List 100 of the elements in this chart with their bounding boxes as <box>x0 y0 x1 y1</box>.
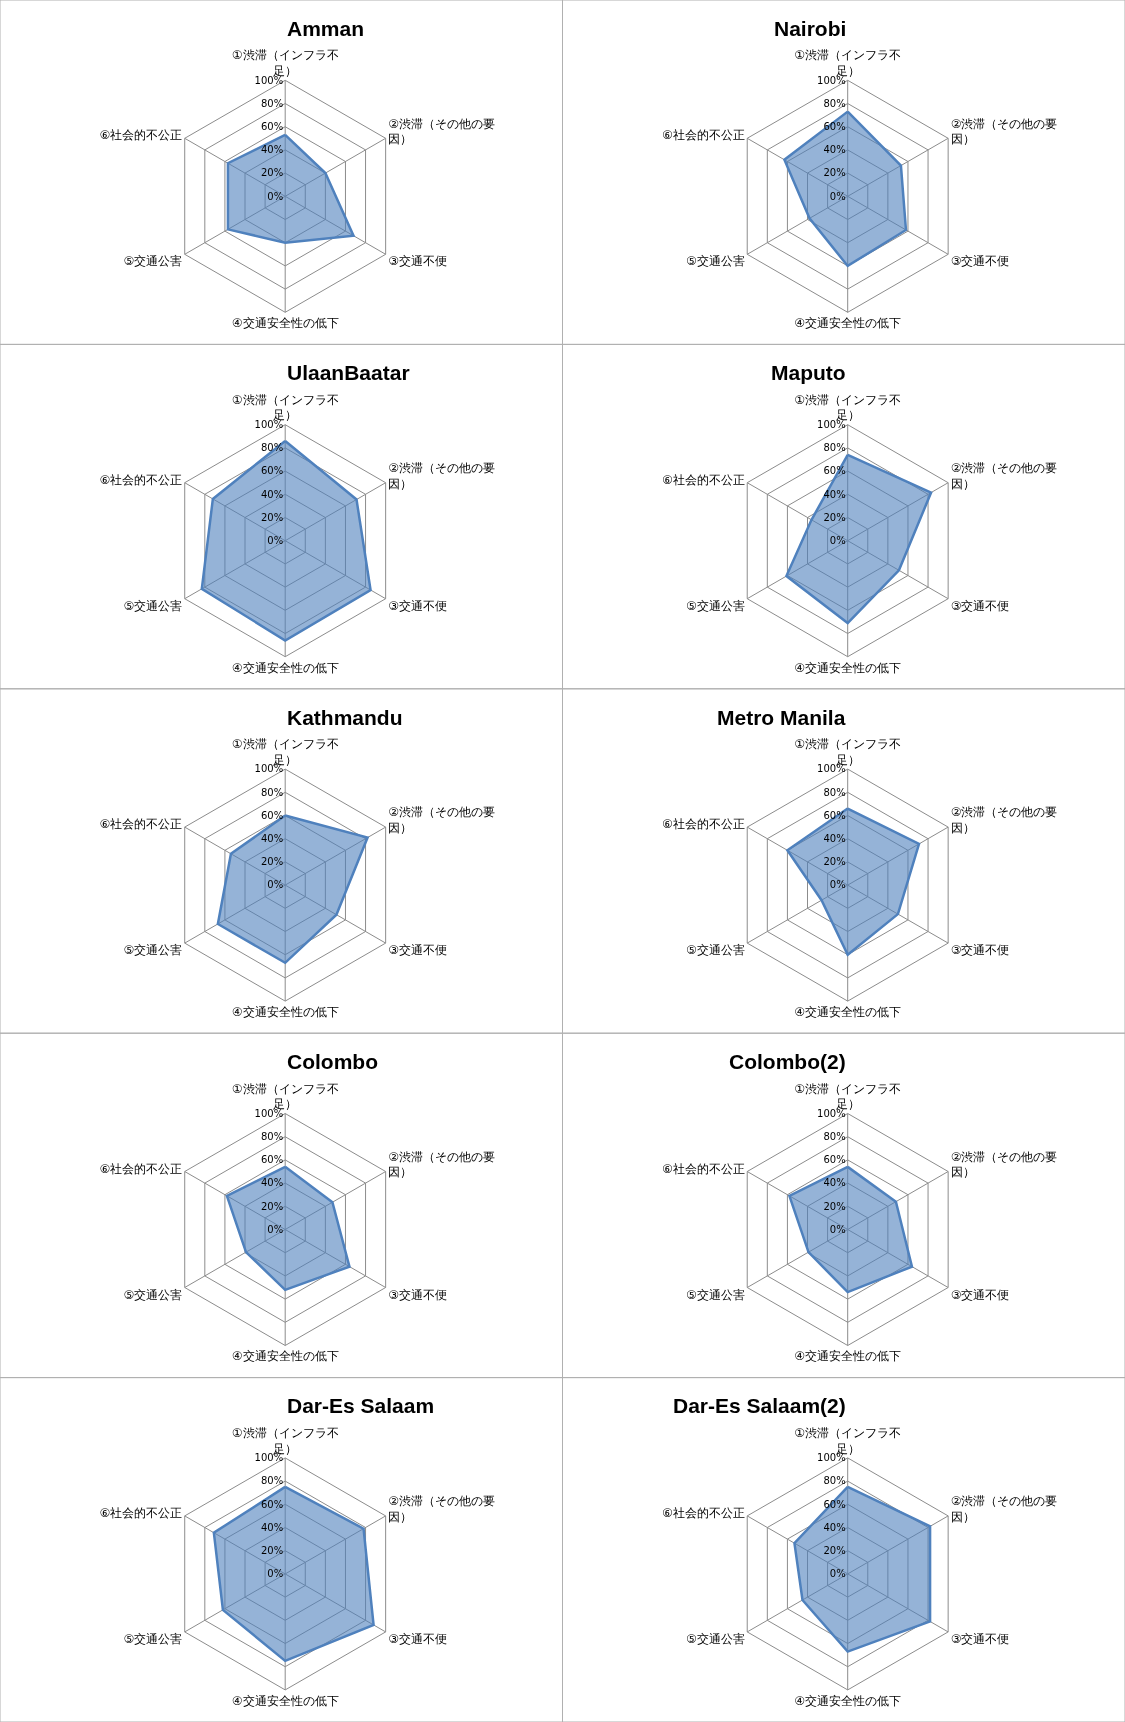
spoke-label: ⑥社会的不公正 <box>661 817 745 832</box>
spoke-label: ⑤交通公害 <box>123 254 183 269</box>
y-tick-label: 20% <box>823 511 846 523</box>
y-tick-label: 20% <box>823 167 846 179</box>
y-tick-label: 20% <box>260 1544 284 1556</box>
spoke-label: ③交通不便 <box>388 598 447 613</box>
spoke-label: ②渋滞（その他の要因） <box>950 805 1058 835</box>
y-tick-label: 40% <box>260 1521 284 1533</box>
spoke-label: ②渋滞（その他の要因） <box>950 1149 1058 1180</box>
chart-title: Colombo <box>287 1050 378 1073</box>
spoke-label: ⑤交通公害 <box>123 943 183 958</box>
spoke-label: ③交通不便 <box>388 943 447 958</box>
spoke-label: ③交通不便 <box>388 1287 447 1302</box>
y-tick-label: 80% <box>260 786 284 798</box>
chart-title: Kathmandu <box>287 706 403 729</box>
y-tick-label: 40% <box>260 832 284 844</box>
spoke-label: ⑥社会的不公正 <box>661 472 745 487</box>
y-tick-label: 60% <box>260 120 284 132</box>
spoke-label: ⑥社会的不公正 <box>661 1505 745 1520</box>
y-tick-label: 80% <box>823 1475 846 1487</box>
spoke-label: ④交通安全性の低下 <box>794 660 902 675</box>
y-tick-label: 0% <box>267 1223 284 1235</box>
y-tick-label: 20% <box>260 1200 284 1212</box>
y-tick-label: 60% <box>823 1154 846 1166</box>
spoke-label: ⑥社会的不公正 <box>99 1161 183 1176</box>
spoke-label: ⑥社会的不公正 <box>99 472 183 487</box>
spoke-label: ⑤交通公害 <box>123 1632 183 1646</box>
y-tick-label: 0% <box>829 1223 846 1235</box>
spoke-label: ③交通不便 <box>388 254 447 269</box>
spoke-label: ②渋滞（その他の要因） <box>388 1494 495 1524</box>
spoke-label: ②渋滞（その他の要因） <box>388 805 495 835</box>
chart-title: Dar-Es Salaam(2) <box>673 1394 846 1417</box>
y-tick-label: 40% <box>823 144 846 156</box>
y-tick-label: 0% <box>829 534 846 546</box>
chart-title: Maputo <box>771 361 846 384</box>
y-tick-label: 40% <box>823 832 846 844</box>
spoke-label: ③交通不便 <box>950 598 1010 613</box>
y-tick-label: 80% <box>823 786 846 798</box>
spoke-label: ④交通安全性の低下 <box>794 1005 902 1020</box>
y-tick-label: 0% <box>267 534 284 546</box>
spoke-label: ③交通不便 <box>950 1632 1010 1646</box>
y-tick-label: 20% <box>260 511 284 523</box>
y-tick-label: 40% <box>260 1177 284 1189</box>
chart-title: Nairobi <box>774 17 847 40</box>
y-tick-label: 0% <box>267 879 284 891</box>
y-tick-label: 80% <box>823 97 846 109</box>
y-tick-label: 80% <box>260 1130 284 1142</box>
spoke-label: ③交通不便 <box>950 254 1010 269</box>
y-tick-label: 0% <box>829 190 846 202</box>
spoke-label: ⑤交通公害 <box>685 1287 745 1302</box>
y-tick-label: 60% <box>260 1498 284 1510</box>
spoke-label: ②渋滞（その他の要因） <box>388 1149 495 1180</box>
spoke-label: ④交通安全性の低下 <box>231 660 339 675</box>
spoke-label: ②渋滞（その他の要因） <box>388 461 495 491</box>
spoke-label: ②渋滞（その他の要因） <box>950 461 1058 491</box>
y-tick-label: 20% <box>260 167 284 179</box>
spoke-label: ⑤交通公害 <box>685 598 745 613</box>
spoke-label: ③交通不便 <box>950 1287 1010 1302</box>
chart-title: Dar-Es Salaam <box>287 1394 435 1417</box>
spoke-label: ④交通安全性の低下 <box>794 316 902 331</box>
y-tick-label: 60% <box>823 120 846 132</box>
spoke-label: ④交通安全性の低下 <box>231 1349 339 1364</box>
y-tick-label: 20% <box>823 856 846 868</box>
spoke-label: ④交通安全性の低下 <box>231 1693 339 1708</box>
y-tick-label: 60% <box>823 1498 846 1510</box>
y-tick-label: 0% <box>829 1568 846 1580</box>
y-tick-label: 20% <box>260 856 284 868</box>
chart-title: Metro Manila <box>717 706 846 729</box>
spoke-label: ⑥社会的不公正 <box>99 817 183 832</box>
spoke-label: ⑥社会的不公正 <box>661 128 745 143</box>
y-tick-label: 80% <box>260 1475 284 1487</box>
y-tick-label: 40% <box>823 1177 846 1189</box>
y-tick-label: 80% <box>823 1130 846 1142</box>
y-tick-label: 20% <box>823 1200 846 1212</box>
spoke-label: ③交通不便 <box>950 943 1010 958</box>
chart-title: Amman <box>287 17 365 40</box>
spoke-label: ④交通安全性の低下 <box>794 1349 902 1364</box>
y-tick-label: 40% <box>823 488 846 500</box>
spoke-label: ⑤交通公害 <box>123 598 183 613</box>
y-tick-label: 60% <box>260 465 284 477</box>
spoke-label: ⑥社会的不公正 <box>99 128 183 143</box>
y-tick-label: 0% <box>267 190 284 202</box>
spoke-label: ⑤交通公害 <box>685 1632 745 1646</box>
spoke-label: ④交通安全性の低下 <box>231 1005 339 1020</box>
spoke-label: ⑤交通公害 <box>685 254 745 269</box>
spoke-label: ④交通安全性の低下 <box>231 316 339 331</box>
spoke-label: ⑤交通公害 <box>685 943 745 958</box>
y-tick-label: 60% <box>260 809 284 821</box>
spoke-label: ⑥社会的不公正 <box>661 1161 745 1176</box>
spoke-label: ④交通安全性の低下 <box>794 1693 902 1708</box>
spoke-label: ⑥社会的不公正 <box>99 1505 183 1520</box>
chart-title: Colombo(2) <box>729 1050 846 1073</box>
y-tick-label: 0% <box>267 1568 284 1580</box>
spoke-label: ⑤交通公害 <box>123 1287 183 1302</box>
spoke-label: ②渋滞（その他の要因） <box>388 116 495 147</box>
spoke-label: ②渋滞（その他の要因） <box>950 1494 1058 1524</box>
y-tick-label: 80% <box>260 97 284 109</box>
y-tick-label: 40% <box>823 1521 846 1533</box>
chart-title: UlaanBaatar <box>287 361 410 384</box>
y-tick-label: 0% <box>829 879 846 891</box>
